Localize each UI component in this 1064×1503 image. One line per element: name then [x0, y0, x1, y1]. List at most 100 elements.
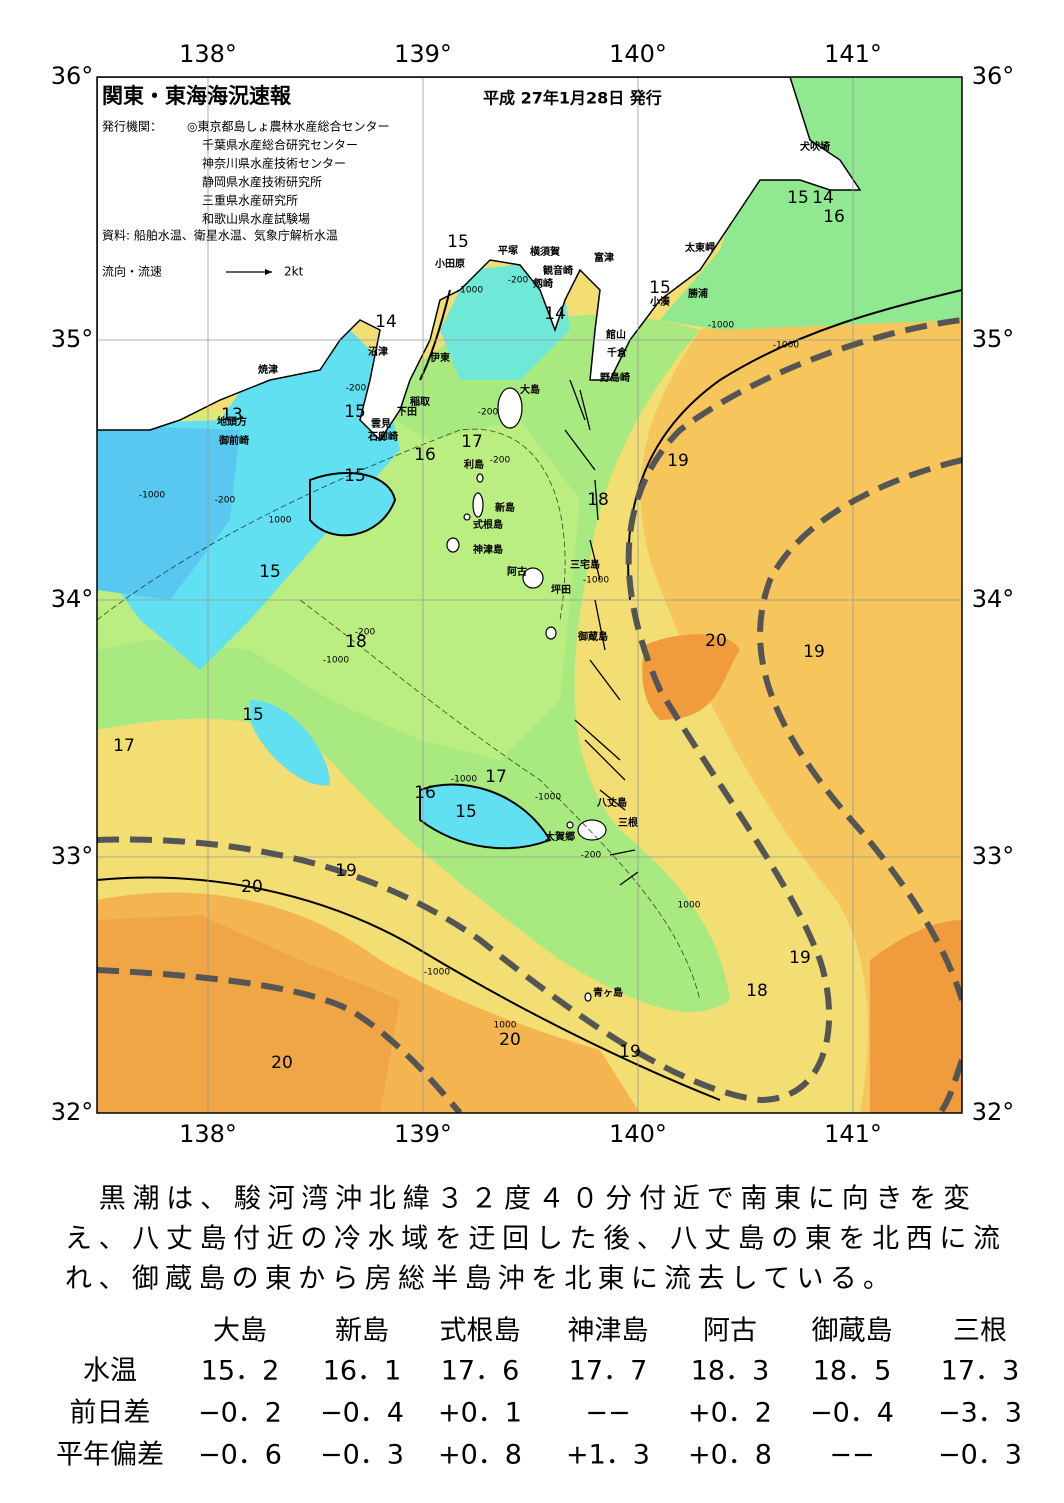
issuer: ◎東京都島しょ農林水産総合センター: [187, 119, 389, 134]
isotherm-label: 18: [345, 632, 367, 652]
issuer: 千葉県水産総合研究センター: [202, 137, 358, 152]
row-label: 水温: [83, 1356, 137, 1387]
title: 関東・東海海況速報: [102, 84, 292, 108]
lon-label: 141°: [824, 1120, 882, 1148]
isotherm-label: 19: [619, 1042, 641, 1062]
place-name: 平塚: [498, 244, 518, 257]
place-name: 太東岬: [684, 241, 715, 254]
place-name: 富津: [594, 251, 614, 264]
depth-label: 1000: [269, 516, 292, 526]
table-cell: +0．1: [438, 1398, 522, 1429]
place-name: 式根島: [473, 518, 503, 531]
isotherm-label: 15: [447, 232, 469, 252]
table-header: 式根島: [440, 1316, 521, 1347]
table-cell: 18．5: [813, 1356, 892, 1387]
place-name: 八丈島: [596, 796, 627, 809]
place-name: 御蔵島: [577, 630, 608, 643]
isotherm-label: 15: [344, 402, 366, 422]
depth-label: -1000: [583, 576, 609, 586]
table-cell: −0．3: [320, 1440, 404, 1471]
depth-label: 1000: [678, 901, 701, 911]
isotherm-label: 15: [649, 278, 671, 298]
issuer: 静岡県水産技術研究所: [202, 174, 322, 189]
isotherm-label: 20: [499, 1030, 521, 1050]
isotherm-label: 14: [544, 304, 566, 324]
isotherm-label: 18: [746, 981, 768, 1001]
table-cell: −0．4: [810, 1398, 894, 1429]
place-name: 新島: [495, 501, 515, 514]
paragraph-line: 黒潮は、駿河湾沖北緯３２度４０分付近で南東に向きを変: [65, 1184, 970, 1215]
lat-label: 35°: [51, 325, 94, 353]
depth-label: -1000: [139, 491, 165, 501]
place-name: 小田原: [434, 257, 465, 270]
issuer: 三重県水産研究所: [202, 193, 298, 208]
map-frame: [96, 76, 963, 1114]
depth-label: -200: [215, 496, 236, 506]
place-name: 坪田: [551, 583, 571, 596]
isotherm-label: 17: [113, 736, 135, 756]
row-label: 前日差: [70, 1398, 151, 1429]
isotherm-label: 18: [587, 490, 609, 510]
isotherm-label: 15: [455, 802, 477, 822]
lat-label: 35°: [972, 325, 1015, 353]
place-name: 伊東: [429, 351, 450, 364]
isotherm-label: 17: [485, 767, 507, 787]
depth-label: -1000: [457, 286, 483, 296]
isotherm-label: 20: [271, 1053, 293, 1073]
table-header: 新島: [335, 1316, 389, 1347]
isotherm-label: 17: [461, 432, 483, 452]
lon-label: 141°: [824, 40, 882, 68]
legend-arrow-head: [265, 269, 272, 275]
issue-date: 平成 27年1月28日 発行: [483, 89, 662, 108]
isotherm-label: 19: [789, 948, 811, 968]
row-label: 平年偏差: [56, 1440, 164, 1471]
lat-label: 36°: [972, 62, 1015, 90]
place-name: 千倉: [607, 346, 628, 359]
place-name: 御前崎: [218, 434, 249, 447]
table-header: 三根: [953, 1316, 1007, 1347]
isotherm-label: 15: [787, 188, 809, 208]
table-cell: −−: [585, 1398, 630, 1429]
table-cell: −0．6: [198, 1440, 282, 1471]
table-cell: +0．8: [438, 1440, 522, 1471]
isotherm-label: 16: [414, 445, 436, 465]
place-name: 大島: [520, 383, 540, 396]
lon-label: 140°: [609, 1120, 667, 1148]
lat-label: 34°: [51, 585, 94, 613]
lon-label: 140°: [609, 40, 667, 68]
depth-label: -1000: [708, 321, 734, 331]
place-name: 下田: [397, 406, 417, 418]
lon-label: 139°: [394, 40, 452, 68]
issuer: 神奈川県水産技術センター: [202, 156, 346, 171]
depth-label: -200: [581, 851, 602, 861]
isotherm-label: 15: [344, 466, 366, 486]
table-header: 大島: [213, 1316, 267, 1347]
place-name: 三宅島: [570, 558, 600, 571]
table-cell: −0．3: [938, 1440, 1022, 1471]
isotherm-label: 14: [812, 188, 834, 208]
place-name: 利島: [464, 458, 484, 471]
place-name: 館山: [605, 328, 626, 341]
issuer-label: 発行機関：: [102, 119, 162, 134]
depth-label: -200: [490, 456, 511, 466]
place-name: 犬吠埼: [800, 140, 830, 153]
isotherm-label: 19: [335, 861, 357, 881]
place-name: 阿古: [507, 565, 527, 578]
table-cell: +0．8: [688, 1440, 772, 1471]
lat-label: 32°: [51, 1098, 94, 1126]
place-name: 勝浦: [688, 287, 708, 300]
table-cell: +1．3: [566, 1440, 650, 1471]
source: 資料: 船舶水温、衛星水温、気象庁解析水温: [102, 228, 338, 243]
isotherm-label: 15: [242, 705, 264, 725]
paragraph-line: え、八丈島付近の冷水域を迂回した後、八丈島の東を北西に流: [65, 1224, 1000, 1255]
lat-label: 33°: [51, 842, 94, 870]
isotherm-label: 20: [705, 631, 727, 651]
place-name: 青ヶ島: [593, 986, 623, 999]
place-name: 神津島: [473, 543, 503, 556]
lat-label: 33°: [972, 842, 1015, 870]
isotherm-label: 14: [375, 312, 397, 332]
table-cell: 17．3: [941, 1356, 1020, 1387]
place-name: 大賀郷: [545, 830, 575, 843]
lon-label: 138°: [179, 40, 237, 68]
table-cell: 17．7: [569, 1356, 648, 1387]
